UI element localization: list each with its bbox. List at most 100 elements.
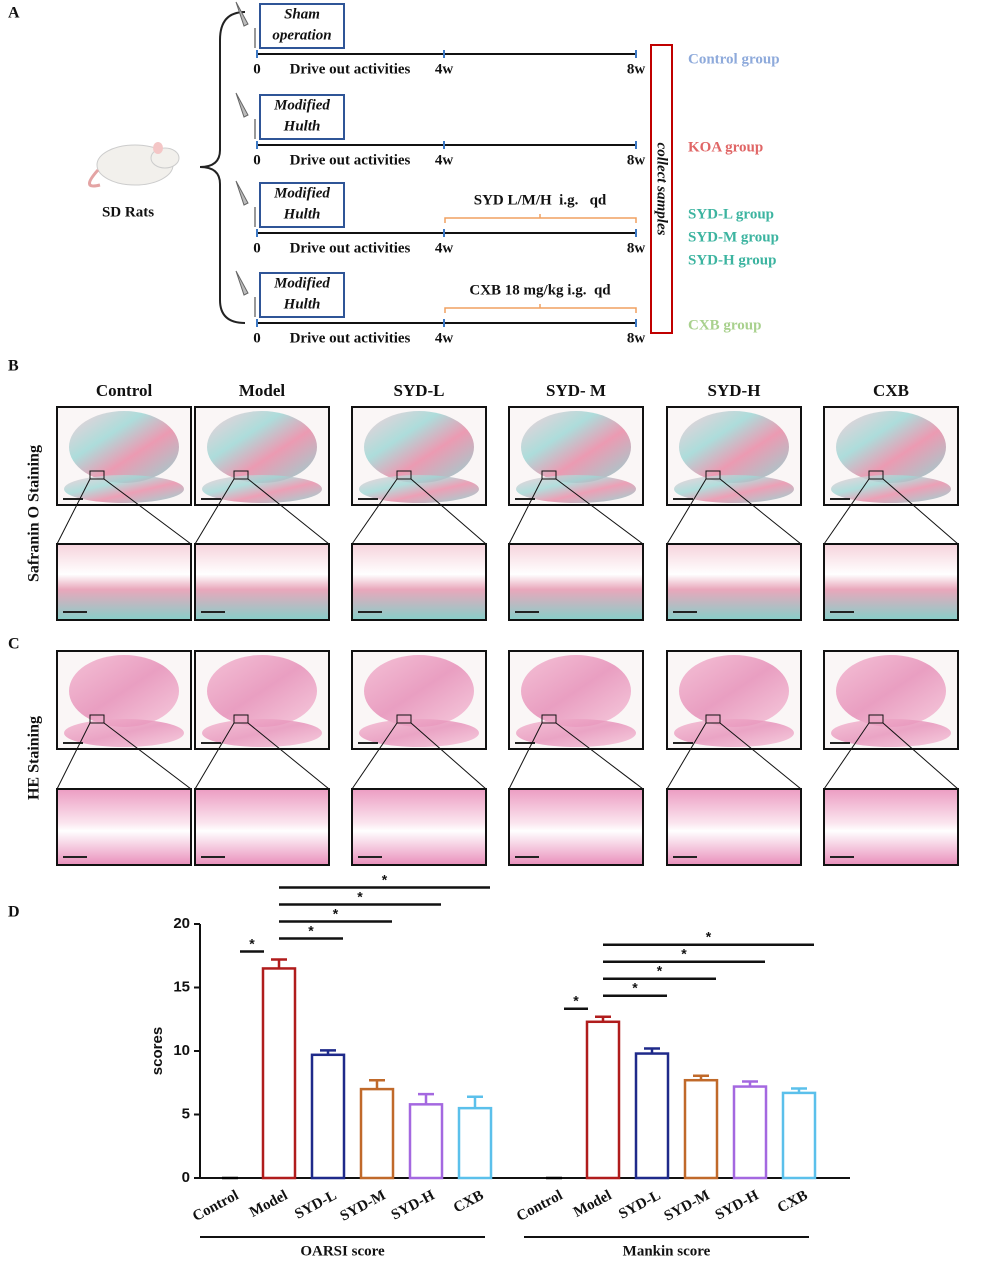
subject-label: SD Rats — [102, 204, 154, 220]
tissue — [836, 655, 946, 727]
scalpel-icon — [235, 1, 249, 27]
zoom-line — [194, 722, 235, 790]
error-bar — [271, 958, 287, 969]
x-tick-label: SYD-H — [713, 1187, 762, 1223]
x-tick-label: Control — [190, 1187, 241, 1224]
tissue — [364, 411, 474, 483]
time-label: 8w — [627, 152, 646, 168]
time-label: 8w — [627, 61, 646, 77]
error-bar — [467, 1095, 483, 1109]
tissue — [679, 411, 789, 483]
procedure-text: Modified — [273, 97, 330, 113]
procedure-text: Hulth — [283, 118, 321, 134]
group-label: Mankin score — [623, 1243, 711, 1259]
procedure-text: operation — [272, 27, 331, 43]
zoom-box — [89, 714, 105, 724]
bar — [457, 1106, 493, 1180]
treatment-label: SYD L/M/H i.g. qd — [474, 192, 607, 208]
zoom-image — [508, 543, 644, 621]
bar — [585, 1020, 621, 1180]
group-label: SYD-L group — [688, 206, 774, 222]
tissue — [831, 475, 951, 503]
zoom-image — [351, 788, 487, 866]
significance-label: * — [632, 979, 638, 995]
zoom-box — [396, 714, 412, 724]
x-tick-label: SYD-L — [292, 1187, 339, 1222]
time-label: 0 — [253, 61, 261, 77]
bar — [310, 1053, 346, 1180]
activity-label: Drive out activities — [290, 330, 411, 346]
collect-label: collect samples — [654, 143, 670, 236]
scalpel-icon — [235, 92, 249, 118]
zoom-line — [351, 478, 398, 545]
significance-label: * — [706, 928, 712, 944]
error-bar — [418, 1092, 434, 1105]
treatment-bracket — [444, 214, 637, 223]
zoom-line — [882, 478, 959, 545]
significance-label: * — [382, 871, 388, 887]
zoom-image — [666, 543, 802, 621]
bar — [359, 1087, 395, 1180]
zoom-line — [103, 478, 192, 545]
x-tick-label: SYD-M — [662, 1187, 713, 1224]
panel-label: D — [8, 904, 20, 921]
y-tick-label: 0 — [182, 1169, 190, 1186]
zoom-image — [194, 543, 330, 621]
y-tick-label: 15 — [173, 978, 190, 995]
zoom-box — [705, 470, 721, 480]
column-header: SYD- M — [546, 381, 606, 400]
tissue — [679, 655, 789, 727]
time-label: 0 — [253, 330, 261, 346]
treatment-label: CXB 18 mg/kg i.g. qd — [469, 282, 611, 298]
tissue — [207, 411, 317, 483]
activity-label: Drive out activities — [290, 152, 411, 168]
column-header: Model — [239, 381, 286, 400]
time-label: 8w — [627, 240, 646, 256]
bar — [732, 1085, 768, 1180]
error-bar — [693, 1074, 709, 1081]
scalpel-icon — [235, 180, 249, 206]
zoom-line — [823, 722, 870, 790]
zoom-line — [555, 722, 644, 790]
zoom-line — [351, 722, 398, 790]
zoom-line — [823, 478, 870, 545]
panel-label: C — [8, 636, 20, 653]
tissue — [207, 655, 317, 727]
zoom-line — [555, 478, 644, 545]
zoom-line — [719, 478, 802, 545]
zoom-line — [410, 722, 487, 790]
column-header: Control — [96, 381, 153, 400]
column-header: SYD-H — [708, 381, 761, 400]
zoom-line — [666, 722, 707, 790]
zoom-line — [508, 722, 543, 790]
procedure-text: Modified — [273, 185, 330, 201]
significance-label: * — [357, 888, 363, 904]
zoom-image — [823, 788, 959, 866]
tissue — [69, 655, 179, 727]
x-tick-label: SYD-H — [389, 1187, 438, 1223]
zoom-line — [56, 722, 91, 790]
group-label: Control group — [688, 51, 780, 67]
procedure-box — [259, 182, 345, 228]
tissue — [521, 411, 631, 483]
tissue — [516, 719, 636, 747]
zoom-box — [868, 470, 884, 480]
zoom-line — [719, 722, 802, 790]
zoom-line — [508, 478, 543, 545]
x-tick-label: Model — [571, 1187, 615, 1220]
zoom-image — [823, 543, 959, 621]
group-label: SYD-H group — [688, 252, 777, 268]
zoom-box — [541, 714, 557, 724]
time-label: 8w — [627, 330, 646, 346]
treatment-bracket — [444, 304, 637, 313]
procedure-text: Hulth — [283, 206, 321, 222]
group-label: OARSI score — [300, 1243, 385, 1259]
x-tick-label: SYD-L — [616, 1187, 663, 1222]
tissue — [69, 411, 179, 483]
activity-label: Drive out activities — [290, 240, 411, 256]
zoom-image — [508, 788, 644, 866]
zoom-box — [868, 714, 884, 724]
tissue — [521, 655, 631, 727]
time-label: 4w — [435, 61, 454, 77]
